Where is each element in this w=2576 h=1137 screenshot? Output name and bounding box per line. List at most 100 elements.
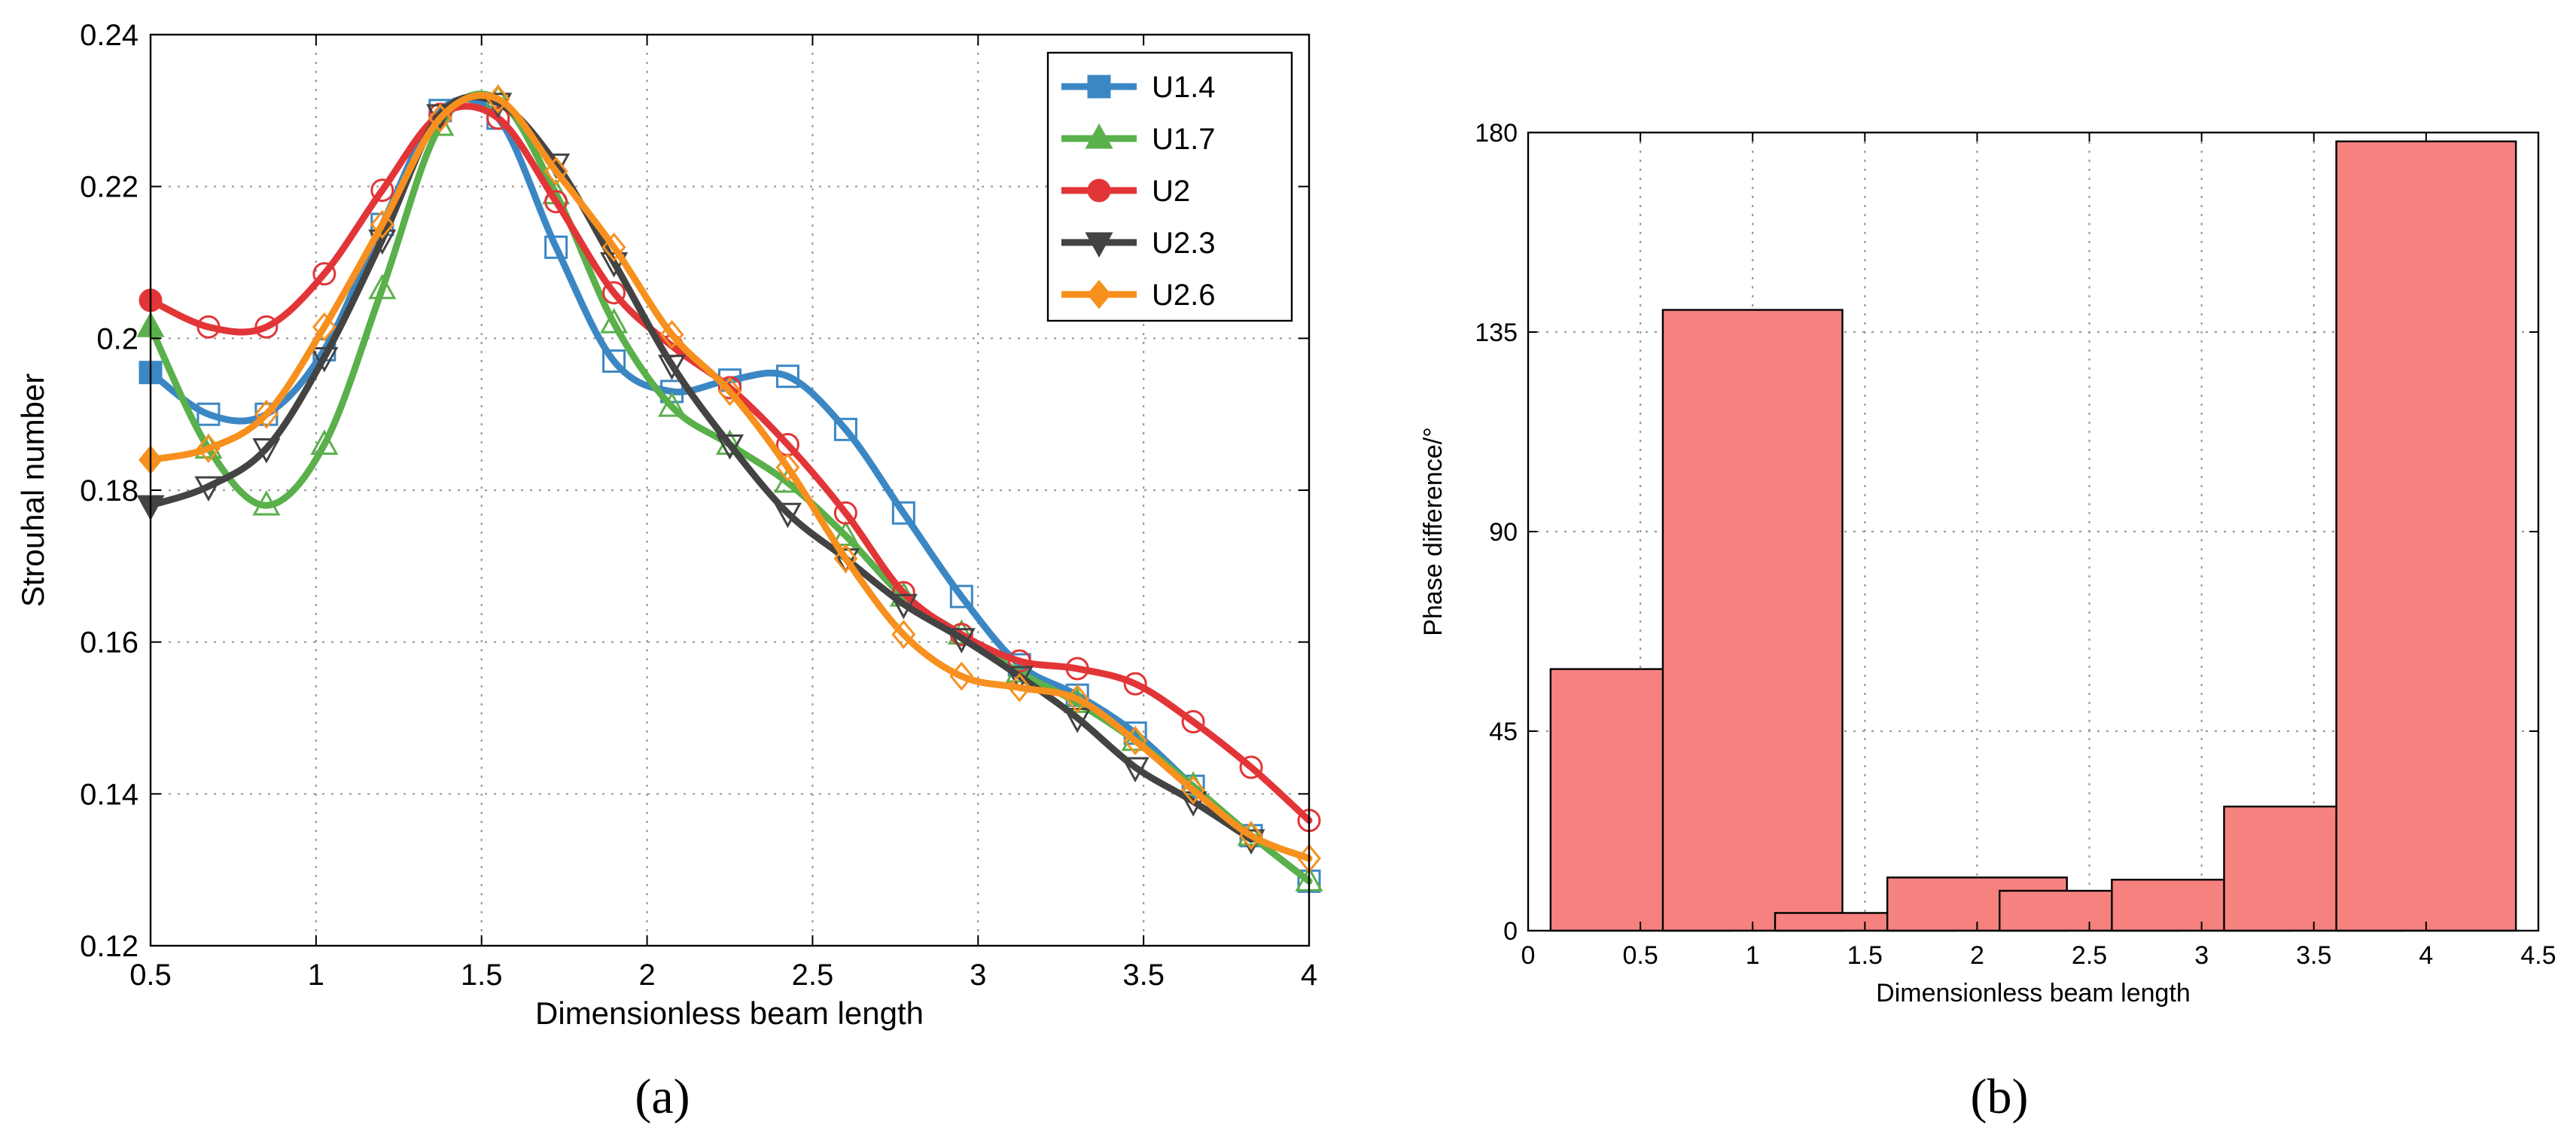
chart-a-y-tick-label: 0.14 (80, 778, 139, 811)
chart-b-x-tick-label: 3 (2194, 941, 2209, 970)
data-point-U2.6 (544, 157, 568, 186)
data-point-U1.7 (658, 391, 687, 417)
data-point-U2.6 (717, 376, 742, 407)
chart-a-strouhal: 0.5 1 1.5 2 2.5 3 3.5 4 0.12 0.14 0.16 0.18 0.2 0.22… (15, 19, 1323, 1031)
chart-b-y-tick-label: 45 (1489, 718, 1518, 746)
chart-b-y-ticks: 0 45 90 135 180 (1475, 119, 2538, 946)
series-line-U2.6 (147, 92, 1313, 862)
chart-b-x-axis-label: Dimensionless beam length (1876, 979, 2191, 1007)
chart-b-x-tick-label: 0 (1521, 941, 1536, 970)
chart-a-y-tick-label: 0.24 (80, 19, 139, 52)
data-point-U2.6 (775, 453, 800, 483)
data-point-U2.6 (601, 232, 626, 262)
bar-1 (1661, 309, 1844, 932)
legend-label-U2.3: U2.3 (1152, 227, 1216, 260)
data-point-U2 (1239, 755, 1263, 779)
legend-marker-U1.4 (1087, 75, 1111, 99)
data-point-U2.6 (196, 434, 221, 463)
data-point-U2.6 (949, 661, 974, 691)
data-point-U2 (544, 190, 568, 214)
data-point-U2.3 (889, 593, 918, 620)
chart-b-bars (1549, 140, 2517, 932)
legend-marker-U2.6 (1087, 279, 1111, 309)
chart-b-y-tick-label: 135 (1475, 319, 1518, 347)
chart-b-y-tick-label: 180 (1475, 119, 1518, 148)
chart-a-y-tick-label: 0.16 (80, 626, 139, 660)
chart-a-x-tick-label: 3.5 (1122, 959, 1165, 992)
data-point-U2.6 (1007, 672, 1032, 703)
chart-a-y-tick-label: 0.2 (96, 322, 139, 355)
data-point-U2.3 (773, 502, 802, 529)
data-point-U2.3 (600, 252, 629, 278)
chart-a-y-tick-label: 0.22 (80, 171, 139, 204)
chart-a-series-group (136, 84, 1323, 893)
chart-b-y-tick-label: 90 (1489, 518, 1518, 547)
data-point-U2.3 (947, 628, 976, 654)
data-point-U2.6 (428, 103, 452, 133)
chart-a-y-tick-label: 0.12 (80, 930, 139, 963)
legend-marker-U2 (1087, 178, 1111, 203)
data-point-U2.6 (370, 209, 394, 239)
data-point-U2 (1123, 672, 1147, 696)
chart-b-y-axis-label: Phase difference/° (1419, 427, 1448, 636)
data-point-U1.4 (891, 501, 915, 525)
data-point-U2 (602, 281, 626, 305)
data-point-U2.3 (715, 434, 744, 460)
series-line-U1.4 (147, 95, 1313, 885)
data-point-U1.4 (544, 235, 568, 259)
chart-a-y-ticks: 0.12 0.14 0.16 0.18 0.2 0.22 0.24 (80, 19, 1309, 963)
data-point-U2.6 (659, 319, 684, 349)
data-point-U2.6 (312, 312, 336, 342)
data-point-U1.7 (715, 429, 744, 455)
chart-b-x-tick-label: 2.5 (2072, 941, 2107, 970)
data-point-U2.6 (486, 84, 510, 114)
legend-marker-U1.7 (1085, 123, 1113, 149)
data-point-U1.7 (600, 308, 629, 334)
chart-a-x-tick-label: 2 (638, 959, 655, 992)
panel-a-label: (a) (635, 1069, 690, 1124)
chart-b-x-tick-label: 2 (1970, 941, 1984, 970)
data-point-U2.3 (1121, 757, 1149, 783)
chart-a-x-tick-label: 0.5 (129, 959, 172, 992)
data-point-U2.6 (254, 399, 279, 429)
bar-4 (2335, 140, 2517, 932)
chart-a-x-tick-label: 1.5 (461, 959, 503, 992)
chart-b-x-tick-label: 3.5 (2296, 941, 2331, 970)
data-point-U2 (1181, 710, 1205, 734)
chart-b-x-tick-label: 1 (1746, 941, 1760, 970)
legend-label-U1.4: U1.4 (1152, 71, 1216, 104)
chart-a-x-tick-label: 3 (970, 959, 986, 992)
data-point-U2 (1007, 649, 1031, 673)
series-line-U2.3 (147, 93, 1255, 843)
chart-b-phase-difference: 0 0.5 1 1.5 2 2.5 3 3.5 4 4.5 0 45 90 135 180 Dimensi… (1419, 119, 2556, 1007)
chart-b-x-tick-label: 4.5 (2520, 941, 2556, 970)
data-point-U2.6 (891, 620, 916, 649)
data-point-U1.4 (949, 584, 973, 608)
data-point-U2 (312, 262, 336, 286)
data-point-U2.6 (1181, 775, 1206, 805)
data-point-U2 (833, 501, 857, 525)
chart-b-y-tick-label: 0 (1503, 917, 1518, 946)
chart-a-legend: U1.4 U1.7 U2 U2.3 U2.6 (1046, 51, 1293, 322)
data-point-U1.7 (368, 273, 397, 300)
data-point-U2 (196, 315, 221, 339)
data-point-U1.7 (252, 490, 281, 516)
data-point-U1.7 (310, 429, 339, 455)
chart-a-x-ticks: 0.5 1 1.5 2 2.5 3 3.5 4 (129, 35, 1317, 992)
data-point-U2.3 (310, 347, 339, 373)
legend-marker-U2.3 (1085, 232, 1113, 258)
series-line-U1.7 (147, 90, 1313, 885)
data-point-U1.4 (602, 349, 626, 373)
chart-a-x-tick-label: 4 (1301, 959, 1317, 992)
chart-a-x-axis-label: Dimensionless beam length (535, 995, 924, 1031)
chart-b-x-tick-label: 4 (2419, 941, 2433, 970)
data-point-U2.3 (194, 476, 223, 502)
data-point-U2.3 (658, 355, 687, 380)
data-point-U2 (254, 315, 279, 339)
data-point-U2.6 (1065, 684, 1090, 714)
chart-a-grid (151, 35, 1309, 946)
data-point-U2.3 (252, 438, 281, 464)
chart-b-x-tick-label: 0.5 (1622, 941, 1658, 970)
data-point-U2 (1065, 657, 1089, 681)
